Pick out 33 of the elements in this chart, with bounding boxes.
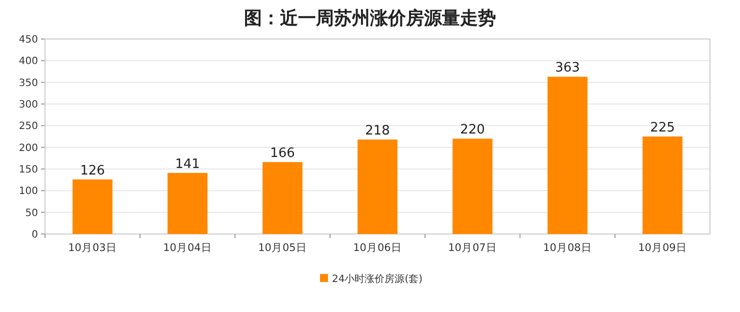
y-tick-label: 350 — [18, 78, 38, 89]
data-label: 220 — [460, 122, 485, 138]
y-tick-label: 300 — [18, 100, 38, 110]
x-tick-label: 10月08日 — [543, 242, 592, 254]
bar — [452, 138, 492, 234]
x-tick-label: 10月07日 — [448, 242, 497, 254]
data-label: 218 — [365, 124, 390, 139]
x-tick-label: 10月03日 — [68, 242, 117, 254]
data-label: 166 — [270, 146, 295, 162]
y-tick-label: 400 — [18, 56, 38, 68]
x-tick-label: 10月05日 — [258, 242, 307, 254]
x-tick-label: 10月04日 — [163, 242, 212, 254]
y-tick-label: 150 — [18, 164, 38, 176]
bar — [642, 136, 682, 234]
y-tick-label: 250 — [18, 121, 38, 132]
bar — [262, 162, 302, 234]
y-tick-label: 50 — [25, 208, 38, 219]
data-label: 126 — [80, 163, 105, 178]
data-label: 363 — [555, 60, 580, 76]
x-tick-label: 10月06日 — [353, 242, 402, 254]
y-tick-label: 100 — [18, 186, 38, 198]
data-label: 225 — [650, 120, 675, 136]
bar — [168, 172, 208, 234]
legend-label: 24小时涨价房源(套) — [332, 273, 423, 285]
bar — [548, 76, 588, 234]
bar — [358, 140, 398, 234]
y-tick-label: 0 — [32, 230, 38, 240]
y-tick-label: 450 — [18, 34, 38, 46]
y-tick-label: 200 — [18, 142, 38, 154]
chart-title: 图：近一周苏州涨价房源量走势 — [244, 8, 496, 29]
x-tick-label: 10月09日 — [638, 242, 687, 254]
data-label: 141 — [175, 156, 200, 172]
bar — [72, 179, 112, 234]
